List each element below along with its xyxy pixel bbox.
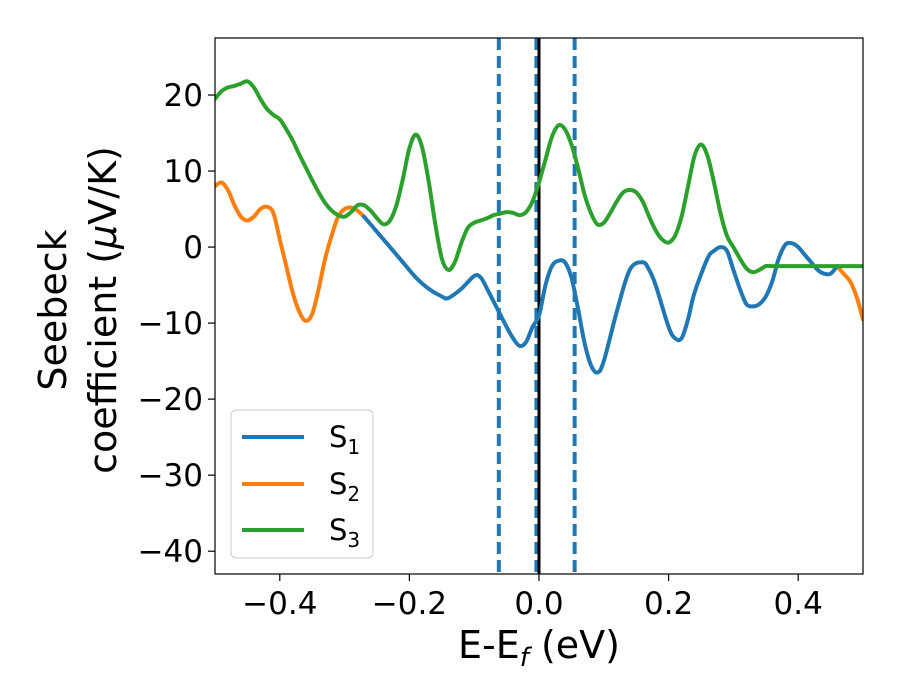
reference-lines xyxy=(496,38,577,574)
y-tick-label: 0 xyxy=(183,230,203,266)
series-lines xyxy=(215,79,863,375)
y-tick-label: 10 xyxy=(164,154,203,190)
y-tick-label: −40 xyxy=(138,534,203,570)
legend-label-s2: S2 xyxy=(329,467,360,506)
y-axis-ticks: 20 10 0 −10 −20 −30 −40 xyxy=(138,78,215,570)
series-line-s3 xyxy=(215,79,863,275)
x-axis-ticks: −0.4 −0.2 0.0 0.2 0.4 xyxy=(242,574,823,622)
series-line-s1 xyxy=(362,214,840,375)
y-tick-label: −10 xyxy=(138,306,203,342)
legend-label-s3: S3 xyxy=(329,513,360,552)
y-tick-label: −30 xyxy=(138,458,203,494)
series-line-s2 xyxy=(835,264,863,322)
x-tick-label: 0.2 xyxy=(644,586,693,622)
y-axis-label-line2: coefficient (μV/K) xyxy=(81,146,125,474)
series-line-s2 xyxy=(215,180,367,323)
y-axis-label-line1: Seebeck xyxy=(31,229,75,390)
y-tick-label: −20 xyxy=(138,382,203,418)
legend: S1 S2 S3 xyxy=(230,409,374,559)
x-tick-label: 0.0 xyxy=(514,586,563,622)
x-axis-label: E-Ef (eV) xyxy=(458,623,620,673)
legend-label-s1: S1 xyxy=(329,420,360,459)
x-tick-label: −0.4 xyxy=(242,586,317,622)
x-tick-label: 0.4 xyxy=(774,586,823,622)
x-tick-label: −0.2 xyxy=(372,586,447,622)
y-tick-label: 20 xyxy=(164,78,203,114)
